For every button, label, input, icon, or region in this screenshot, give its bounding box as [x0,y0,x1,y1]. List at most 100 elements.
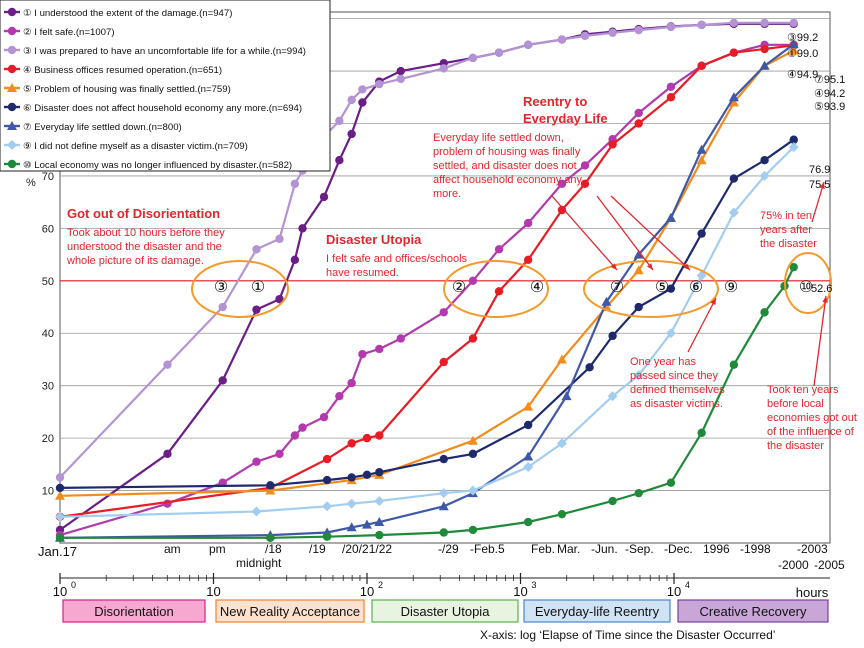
phase-label: New Reality Acceptance [220,604,360,619]
data-point [362,519,372,529]
end-value-label: ④94.9 [787,69,818,81]
data-point [468,449,478,459]
data-point [439,64,448,73]
phase-box [523,599,671,623]
data-point [608,140,617,149]
legend-entry: ⑤ Problem of housing was finally settled… [23,84,231,95]
data-point [697,20,706,30]
data-point [634,119,643,128]
end-value-label: ①99.0 [787,48,818,60]
data-point [634,488,643,498]
data-point [468,276,478,285]
annotation-arrow [811,181,825,223]
phase-label: Disorientation [94,604,174,619]
legend-entry: ⑩ Local economy was no longer influenced… [23,160,292,171]
data-point [760,44,769,54]
data-point [396,74,405,84]
data-point [523,451,534,461]
data-point [696,270,707,281]
annotation-note: economies got out [767,412,857,424]
data-point [557,35,567,44]
data-point [696,155,707,165]
x-category-label: -2005 [814,558,845,572]
annotation-note: Everyday life settled down, [433,132,564,144]
data-point [523,517,533,527]
highlight-ellipse [784,252,832,314]
data-point [218,302,227,312]
x-category-label: -Jun. [591,542,618,556]
data-point [634,108,643,118]
annotation-arrowhead [710,298,716,305]
annotation-arrow [596,195,654,271]
phase-box [62,599,206,623]
data-point [396,334,405,343]
data-point [634,25,643,35]
legend-entry: ③ I was prepared to have an uncomfortabl… [23,46,306,57]
data-point [375,530,384,540]
annotation-title: Disaster Utopia [326,232,422,247]
data-point [633,265,644,275]
data-point [266,481,275,490]
data-point [252,305,261,314]
y-tick-label: 60 [42,223,54,235]
series-line [60,266,795,539]
data-point [298,224,307,233]
data-point [557,509,567,519]
data-point [523,40,533,50]
data-point [7,121,17,130]
phase-label: Everyday-life Reentry [535,604,660,619]
data-point [163,449,172,459]
annotation-arrowhead [819,182,825,189]
data-point [7,140,17,150]
data-point [322,501,333,512]
data-point [494,48,504,57]
data-point [7,159,17,169]
data-point [55,483,65,493]
x-axis-title: X-axis: log ‘Elapse of Time since the Di… [480,628,775,642]
data-point [439,454,448,464]
data-point [275,449,284,459]
annotation-note: settled, and disaster does not [433,160,577,172]
annotation-note: whole picture of its damage. [66,255,204,267]
data-point [335,391,344,401]
log-tick-label: 10 [53,584,67,599]
data-point [580,31,590,41]
data-point [358,98,367,107]
data-point [7,45,17,55]
data-point [728,207,739,218]
data-point [580,161,590,170]
data-point [697,428,706,438]
data-point [252,457,261,466]
data-point [759,170,770,181]
log-tick-label: 10 [206,584,220,599]
data-point [322,532,332,541]
data-point [322,454,332,464]
annotation-arrow [610,195,691,271]
end-value-label: 52.6 [811,283,832,295]
data-point [55,473,65,482]
data-point [523,461,534,472]
data-point [729,48,739,57]
circled-number: ⑨ [724,279,738,296]
data-point [494,245,504,254]
data-point [666,284,676,293]
y-tick-label: 10 [42,486,54,498]
y-tick-label: 70 [42,171,54,183]
phase-box [215,599,365,623]
phase-label: Creative Recovery [700,604,807,619]
data-point [665,212,676,222]
end-value-label: 76.9 [809,164,830,176]
data-point [468,525,478,535]
annotation-arrow [813,295,827,387]
y-tick-label: 40 [42,328,54,340]
log-tick-exponent: 4 [685,580,690,590]
circled-number: ① [251,279,265,296]
end-value-label: ③99.2 [787,32,818,44]
log-tick-label: 10 [513,584,527,599]
data-point [523,255,533,265]
annotation-note: the disaster [760,238,817,250]
data-point [666,82,676,91]
x-category-label: -Feb.5 [470,542,505,556]
annotation-note: problem of housing was finally [433,146,581,158]
